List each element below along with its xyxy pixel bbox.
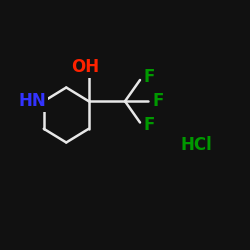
Text: F: F xyxy=(152,92,164,110)
Text: OH: OH xyxy=(71,58,99,76)
Text: F: F xyxy=(144,68,155,86)
Text: HN: HN xyxy=(18,92,46,110)
Text: F: F xyxy=(144,116,155,134)
Text: HCl: HCl xyxy=(180,136,212,154)
